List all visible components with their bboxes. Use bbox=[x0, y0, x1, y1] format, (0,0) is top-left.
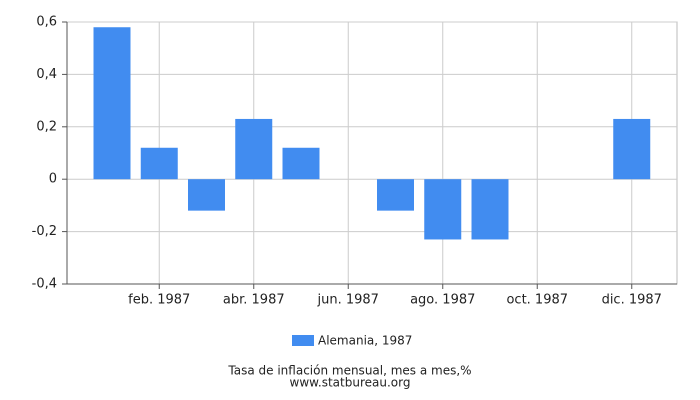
bar bbox=[282, 147, 320, 180]
bar bbox=[424, 179, 462, 240]
legend-label: Alemania, 1987 bbox=[318, 334, 412, 348]
y-tick-label: -0,4 bbox=[32, 277, 57, 292]
y-tick-label: -0,2 bbox=[32, 224, 57, 239]
bar bbox=[613, 118, 651, 180]
x-tick-label: ago. 1987 bbox=[410, 293, 475, 308]
y-tick-label: 0,2 bbox=[36, 119, 57, 134]
legend-swatch bbox=[292, 335, 314, 346]
bar bbox=[471, 179, 509, 240]
bar bbox=[377, 179, 414, 211]
x-tick-label: dic. 1987 bbox=[602, 293, 662, 308]
x-tick-label: jun. 1987 bbox=[317, 293, 379, 308]
chart-source: www.statbureau.org bbox=[290, 376, 411, 390]
y-tick-label: 0 bbox=[49, 172, 57, 187]
x-tick-label: abr. 1987 bbox=[223, 293, 285, 308]
chart-caption: Tasa de inflación mensual, mes a mes,% bbox=[227, 364, 471, 378]
bar bbox=[235, 118, 273, 180]
x-tick-label: oct. 1987 bbox=[506, 293, 568, 308]
bar bbox=[93, 27, 131, 180]
y-tick-label: 0,4 bbox=[36, 67, 57, 82]
y-tick-label: 0,6 bbox=[36, 15, 57, 30]
bar bbox=[188, 179, 225, 211]
bar bbox=[140, 147, 178, 180]
x-tick-label: feb. 1987 bbox=[128, 293, 190, 308]
